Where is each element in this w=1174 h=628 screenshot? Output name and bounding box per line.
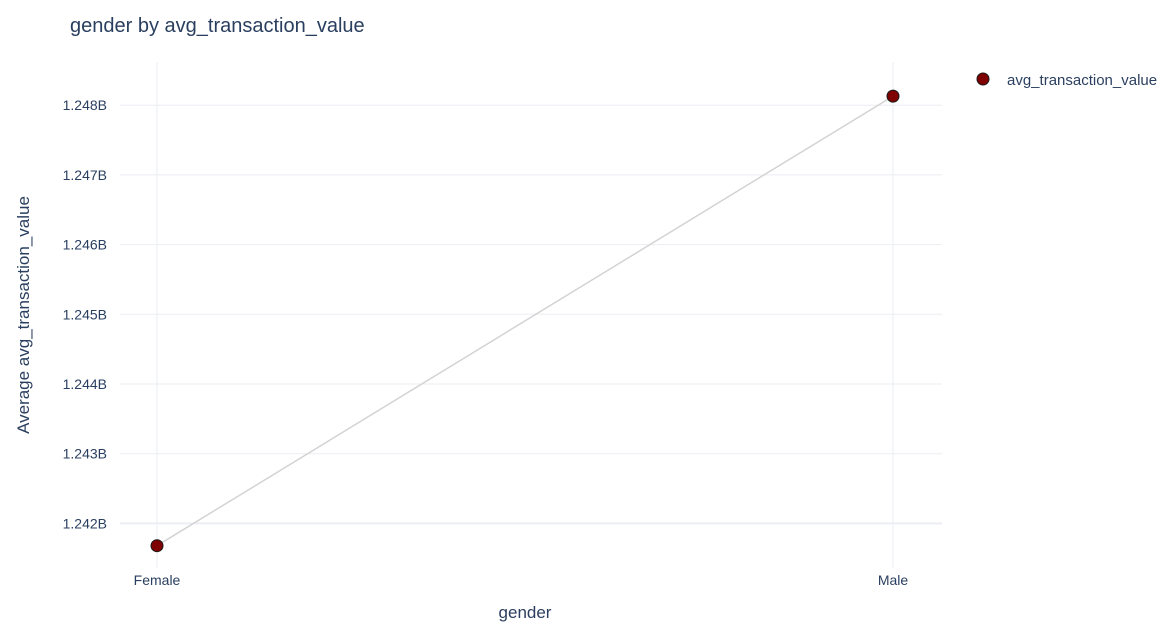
x-axis-title: gender xyxy=(499,603,552,622)
legend-label: avg_transaction_value xyxy=(1007,72,1157,89)
data-point[interactable] xyxy=(886,89,900,103)
series-layer xyxy=(150,89,900,553)
legend-marker xyxy=(976,72,990,86)
y-tick-label: 1.248B xyxy=(63,97,107,113)
data-point[interactable] xyxy=(150,539,164,553)
y-tick-label: 1.246B xyxy=(63,237,107,253)
y-tick-label: 1.247B xyxy=(63,167,107,183)
x-tick-label: Female xyxy=(134,572,181,588)
y-tick-label: 1.245B xyxy=(63,306,107,322)
y-tick-label: 1.243B xyxy=(63,446,107,462)
y-axis-title: Average avg_transaction_value xyxy=(14,196,33,434)
chart-title: gender by avg_transaction_value xyxy=(70,15,365,37)
grid xyxy=(120,62,942,568)
series-line xyxy=(156,95,894,547)
y-tick-label: 1.244B xyxy=(63,376,107,392)
x-axis-ticks: Female Male xyxy=(134,572,909,588)
x-tick-label: Male xyxy=(878,572,909,588)
legend[interactable]: avg_transaction_value xyxy=(976,72,1157,89)
y-tick-label: 1.242B xyxy=(63,515,107,531)
y-axis-ticks: 1.242B 1.243B 1.244B 1.245B 1.246B 1.247B 1.24… xyxy=(63,97,107,531)
